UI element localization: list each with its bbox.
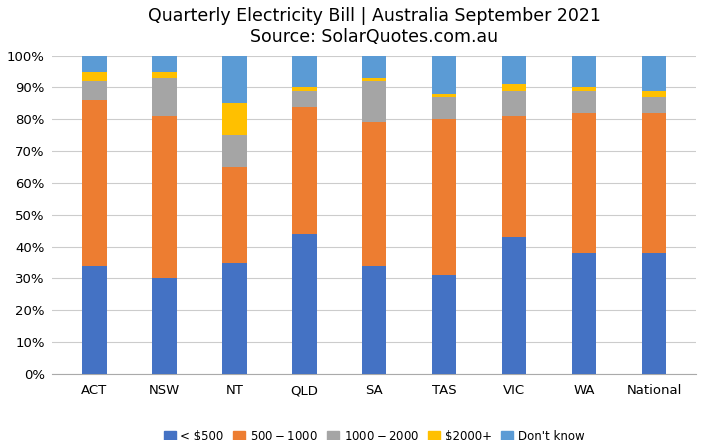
Bar xyxy=(432,275,456,374)
Bar xyxy=(642,253,666,374)
Bar xyxy=(362,78,387,81)
Bar xyxy=(152,78,176,116)
Legend: < $500, $500 - $1000, $1000- $2000, $2000+, Don't know: < $500, $500 - $1000, $1000- $2000, $200… xyxy=(160,425,589,440)
Bar xyxy=(292,91,316,106)
Bar xyxy=(572,88,596,91)
Bar xyxy=(82,81,107,100)
Bar xyxy=(292,88,316,91)
Bar xyxy=(572,55,596,88)
Bar xyxy=(222,263,247,374)
Bar xyxy=(642,113,666,253)
Bar xyxy=(292,234,316,374)
Bar xyxy=(362,55,387,78)
Bar xyxy=(432,94,456,97)
Bar xyxy=(502,116,527,237)
Bar xyxy=(502,237,527,374)
Title: Quarterly Electricity Bill | Australia September 2021
Source: SolarQuotes.com.au: Quarterly Electricity Bill | Australia S… xyxy=(148,7,600,46)
Bar xyxy=(362,122,387,266)
Bar xyxy=(572,253,596,374)
Bar xyxy=(222,135,247,167)
Bar xyxy=(432,55,456,94)
Bar xyxy=(82,266,107,374)
Bar xyxy=(572,113,596,253)
Bar xyxy=(152,55,176,72)
Bar xyxy=(222,55,247,103)
Bar xyxy=(152,116,176,279)
Bar xyxy=(362,81,387,122)
Bar xyxy=(292,55,316,88)
Bar xyxy=(152,72,176,78)
Bar xyxy=(152,279,176,374)
Bar xyxy=(642,97,666,113)
Bar xyxy=(82,72,107,81)
Bar xyxy=(82,55,107,72)
Bar xyxy=(502,84,527,91)
Bar xyxy=(292,106,316,234)
Bar xyxy=(642,91,666,97)
Bar xyxy=(502,91,527,116)
Bar xyxy=(222,103,247,135)
Bar xyxy=(432,97,456,119)
Bar xyxy=(502,55,527,84)
Bar xyxy=(642,55,666,91)
Bar xyxy=(222,167,247,263)
Bar xyxy=(82,100,107,266)
Bar xyxy=(572,91,596,113)
Bar xyxy=(432,119,456,275)
Bar xyxy=(362,266,387,374)
